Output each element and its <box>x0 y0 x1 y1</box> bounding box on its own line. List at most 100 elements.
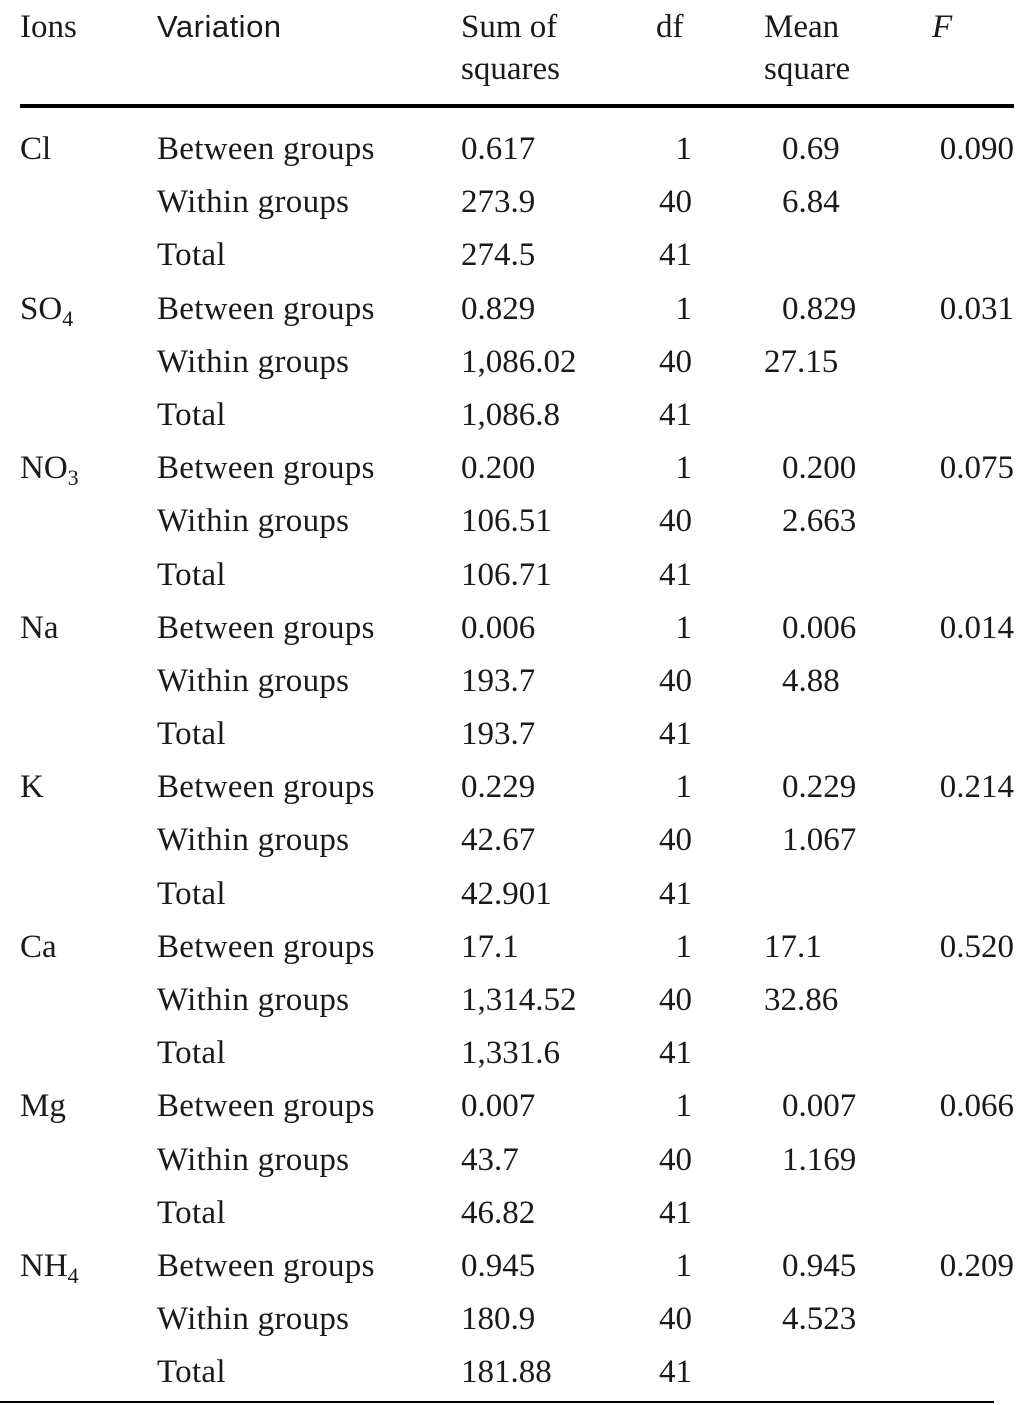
sum-of-squares-cell: 273.9 <box>461 184 536 221</box>
df-cell: 1 <box>675 609 693 646</box>
ion-symbol: Ca <box>20 928 57 965</box>
ion-label: NH4 <box>20 1240 79 1293</box>
f-cell: 0.214 <box>939 769 1014 806</box>
df-cell: 41 <box>659 875 692 912</box>
df-cell: 1 <box>675 450 693 487</box>
variation-cell: Total <box>157 1354 226 1391</box>
ion-label: Cl <box>20 123 51 176</box>
sum-of-squares-cell: 43.7 <box>461 1141 519 1178</box>
df-cell: 1 <box>675 1088 693 1125</box>
df-cell: 40 <box>659 1301 692 1338</box>
table-row: Within groups 1,086.02 40 27.15 <box>20 336 1014 389</box>
variation-cell: Total <box>157 1035 226 1072</box>
f-cell: 0.090 <box>939 131 1014 167</box>
table-row: Total 181.88 41 <box>20 1346 1014 1399</box>
sum-of-squares-cell: 42.67 <box>461 822 536 859</box>
table-row: Within groups 106.51 40 2.663 <box>20 495 1014 548</box>
sum-of-squares-cell: 106.71 <box>461 556 552 593</box>
table-row: Total 1,086.8 41 <box>20 389 1014 442</box>
sum-of-squares-cell: 0.617 <box>461 131 536 167</box>
table-row: Total 274.5 41 <box>20 229 1014 282</box>
variation-cell: Between groups <box>157 450 375 487</box>
anova-table: Ions Variation Sum of squares df Mean sq… <box>20 0 1014 1400</box>
table-row: Ca Between groups 17.1 1 17.1 0.520 <box>20 921 1014 974</box>
table-row: K Between groups 0.229 1 0.229 0.214 <box>20 761 1014 814</box>
mean-square-cell: 0.006 <box>782 609 857 646</box>
mean-square-cell: 0.200 <box>782 450 857 487</box>
mean-square-cell: 17.1 <box>764 928 822 965</box>
ion-symbol: SO <box>20 290 63 327</box>
variation-cell: Within groups <box>157 982 350 1018</box>
sum-of-squares-cell: 193.7 <box>461 716 536 753</box>
df-cell: 1 <box>675 131 693 167</box>
ion-subscript: 4 <box>67 1262 79 1288</box>
variation-cell: Between groups <box>157 290 375 327</box>
sum-of-squares-cell: 42.901 <box>461 875 552 912</box>
sum-of-squares-cell: 17.1 <box>461 928 519 965</box>
table-row: Na Between groups 0.006 1 0.006 0.014 <box>20 602 1014 655</box>
mean-square-cell: 1.169 <box>782 1141 857 1178</box>
ion-symbol: Mg <box>20 1088 66 1125</box>
header-variation: Variation <box>157 9 282 44</box>
header-f: F <box>932 9 953 45</box>
sum-of-squares-cell: 181.88 <box>461 1354 552 1391</box>
table-row: Within groups 43.7 40 1.169 <box>20 1134 1014 1187</box>
table-row: SO4 Between groups 0.829 1 0.829 0.031 <box>20 283 1014 336</box>
variation-cell: Total <box>157 875 226 912</box>
variation-cell: Within groups <box>157 822 350 859</box>
table-row: Mg Between groups 0.007 1 0.007 0.066 <box>20 1080 1014 1133</box>
header-sum-of-squares: Sum of squares <box>461 9 560 87</box>
header-df: df <box>656 9 684 45</box>
table-row: Total 193.7 41 <box>20 708 1014 761</box>
ion-subscript: 4 <box>62 305 74 331</box>
df-cell: 41 <box>659 556 692 593</box>
table-header: Ions Variation Sum of squares df Mean sq… <box>20 0 1014 108</box>
sum-of-squares-cell: 1,086.02 <box>461 343 577 380</box>
table-row: Within groups 180.9 40 4.523 <box>20 1293 1014 1346</box>
variation-cell: Total <box>157 556 226 593</box>
ion-symbol: Na <box>20 609 59 646</box>
df-cell: 40 <box>659 1141 692 1178</box>
mean-square-cell: 0.945 <box>782 1247 857 1284</box>
variation-cell: Within groups <box>157 1141 350 1178</box>
table-row: Total 42.901 41 <box>20 868 1014 921</box>
ion-label: NO3 <box>20 442 79 495</box>
sum-of-squares-cell: 180.9 <box>461 1301 536 1338</box>
table-row: Total 46.82 41 <box>20 1187 1014 1240</box>
variation-cell: Within groups <box>157 343 350 380</box>
df-cell: 40 <box>659 184 692 221</box>
variation-cell: Total <box>157 396 226 433</box>
df-cell: 40 <box>659 982 692 1018</box>
ion-label: Na <box>20 602 58 655</box>
table-row: Total 1,331.6 41 <box>20 1027 1014 1080</box>
df-cell: 1 <box>675 928 693 965</box>
df-cell: 41 <box>659 1354 692 1391</box>
mean-square-cell: 0.229 <box>782 769 857 806</box>
df-cell: 40 <box>659 822 692 859</box>
bottom-rule <box>0 1401 994 1403</box>
header-mean-square: Mean square <box>764 9 851 87</box>
f-cell: 0.520 <box>939 928 1014 965</box>
variation-cell: Total <box>157 1194 226 1231</box>
df-cell: 1 <box>675 1247 693 1284</box>
sum-of-squares-cell: 0.007 <box>461 1088 536 1125</box>
f-cell: 0.031 <box>939 290 1014 327</box>
f-cell: 0.075 <box>939 450 1014 487</box>
variation-cell: Between groups <box>157 769 375 806</box>
ion-label: Ca <box>20 921 57 974</box>
table-row: Cl Between groups 0.617 1 0.69 0.090 <box>20 123 1014 176</box>
variation-cell: Between groups <box>157 609 375 646</box>
df-cell: 1 <box>675 290 693 327</box>
mean-square-cell: 6.84 <box>782 184 840 221</box>
mean-square-cell: 2.663 <box>782 503 857 540</box>
sum-of-squares-cell: 0.829 <box>461 290 536 327</box>
mean-square-cell: 0.69 <box>782 131 840 167</box>
ion-label: Mg <box>20 1080 66 1133</box>
df-cell: 1 <box>675 769 693 806</box>
sum-of-squares-cell: 193.7 <box>461 662 536 699</box>
f-cell: 0.014 <box>939 609 1014 646</box>
table-row: Within groups 42.67 40 1.067 <box>20 814 1014 867</box>
ion-symbol: NO <box>20 450 68 487</box>
header-ions: Ions <box>20 9 77 45</box>
variation-cell: Between groups <box>157 1247 375 1284</box>
